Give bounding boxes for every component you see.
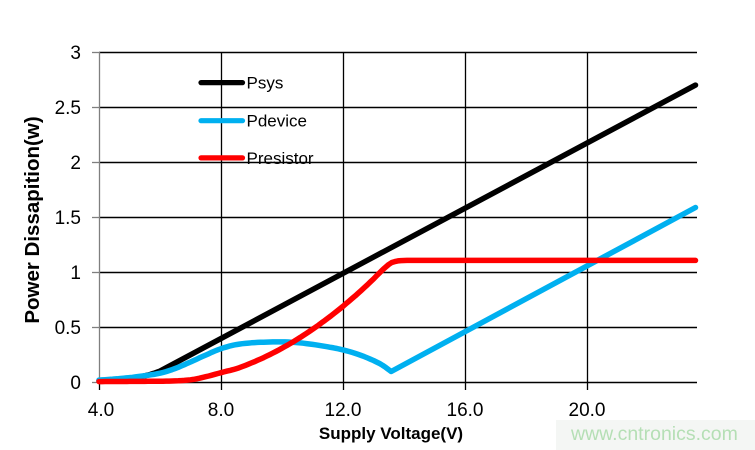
svg-text:16.0: 16.0 <box>447 400 484 421</box>
svg-text:0.5: 0.5 <box>55 318 81 339</box>
svg-text:www.cntronics.com: www.cntronics.com <box>570 423 738 445</box>
svg-text:4.0: 4.0 <box>88 400 114 421</box>
svg-text:1.5: 1.5 <box>55 208 81 229</box>
svg-text:12.0: 12.0 <box>325 400 362 421</box>
svg-text:2: 2 <box>70 153 81 174</box>
svg-text:Pdevice: Pdevice <box>247 112 307 131</box>
svg-text:3: 3 <box>70 43 81 64</box>
svg-text:20.0: 20.0 <box>569 400 606 421</box>
svg-text:8.0: 8.0 <box>208 400 234 421</box>
svg-text:Power Dissapition(w): Power Dissapition(w) <box>21 116 44 323</box>
svg-text:2.5: 2.5 <box>55 98 81 119</box>
svg-text:0: 0 <box>70 373 81 394</box>
svg-text:Presistor: Presistor <box>247 149 314 168</box>
svg-text:Supply Voltage(V): Supply Voltage(V) <box>319 424 463 443</box>
svg-text:Psys: Psys <box>247 74 284 93</box>
svg-text:1: 1 <box>70 263 81 284</box>
